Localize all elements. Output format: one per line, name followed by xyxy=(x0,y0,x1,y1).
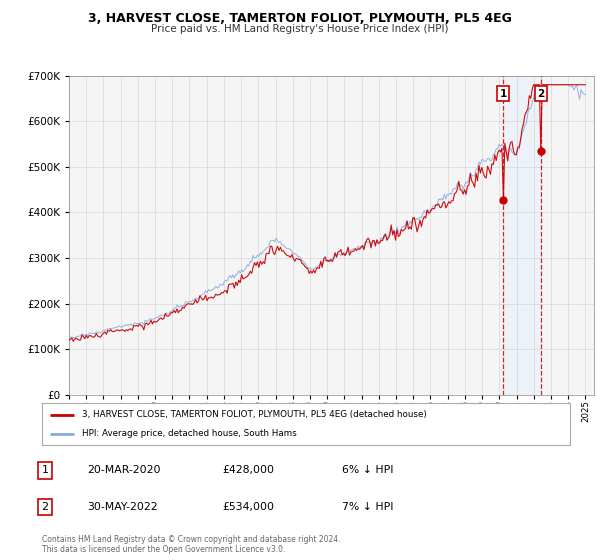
Text: £428,000: £428,000 xyxy=(222,465,274,475)
Text: 2: 2 xyxy=(537,89,544,99)
Text: 3, HARVEST CLOSE, TAMERTON FOLIOT, PLYMOUTH, PL5 4EG (detached house): 3, HARVEST CLOSE, TAMERTON FOLIOT, PLYMO… xyxy=(82,410,427,419)
Text: 1: 1 xyxy=(41,465,49,475)
Text: 30-MAY-2022: 30-MAY-2022 xyxy=(87,502,158,512)
Text: 1: 1 xyxy=(499,89,507,99)
Text: 20-MAR-2020: 20-MAR-2020 xyxy=(87,465,161,475)
Text: £534,000: £534,000 xyxy=(222,502,274,512)
Text: This data is licensed under the Open Government Licence v3.0.: This data is licensed under the Open Gov… xyxy=(42,545,286,554)
Text: Price paid vs. HM Land Registry's House Price Index (HPI): Price paid vs. HM Land Registry's House … xyxy=(151,24,449,34)
Text: HPI: Average price, detached house, South Hams: HPI: Average price, detached house, Sout… xyxy=(82,430,296,438)
Bar xyxy=(503,76,541,395)
Text: Contains HM Land Registry data © Crown copyright and database right 2024.: Contains HM Land Registry data © Crown c… xyxy=(42,535,341,544)
Text: 7% ↓ HPI: 7% ↓ HPI xyxy=(342,502,394,512)
Text: 2: 2 xyxy=(41,502,49,512)
Text: 6% ↓ HPI: 6% ↓ HPI xyxy=(342,465,394,475)
Text: 3, HARVEST CLOSE, TAMERTON FOLIOT, PLYMOUTH, PL5 4EG: 3, HARVEST CLOSE, TAMERTON FOLIOT, PLYMO… xyxy=(88,12,512,25)
